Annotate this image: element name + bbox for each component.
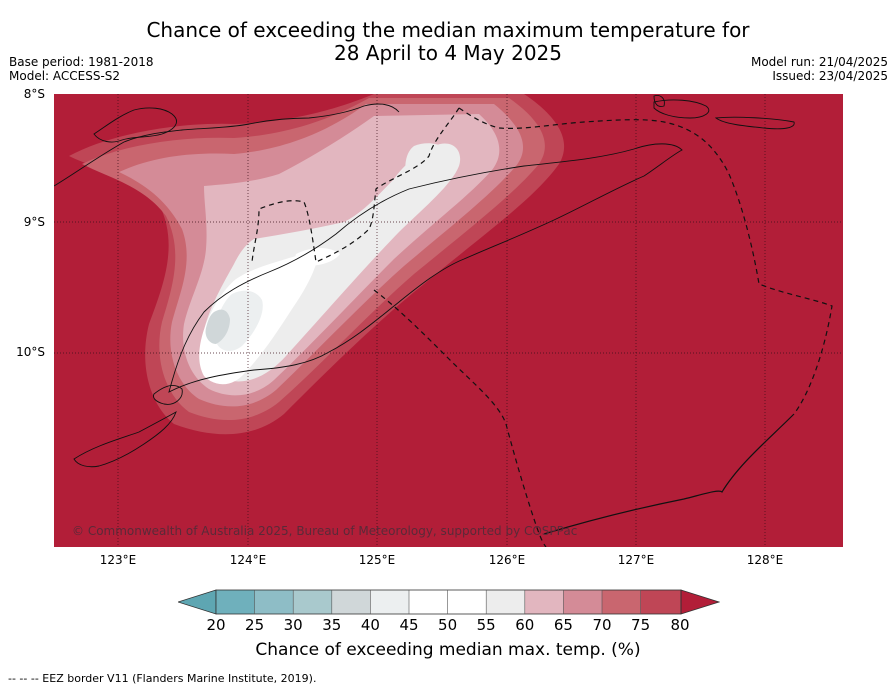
lat-label-8s: 8°S: [23, 87, 45, 101]
colorbar-swatch-55-60: [486, 590, 525, 614]
colorbar-over-arrow: [680, 589, 721, 615]
lon-label-126e: 126°E: [488, 553, 526, 567]
colorbar-swatch-20-25: [216, 590, 255, 614]
map-svg: © Commonwealth of Australia 2025, Bureau…: [54, 94, 843, 547]
inner-highlight-50: [295, 248, 340, 266]
colorbar-tick-25: 25: [245, 616, 265, 634]
eez-border: [251, 107, 833, 547]
meta-left: Base period: 1981-2018 Model: ACCESS-S2: [9, 55, 154, 83]
eez-solid: [543, 413, 795, 535]
colorbar-tick-55: 55: [476, 616, 496, 634]
eez-footnote: -- -- -- EEZ border V11 (Flanders Marine…: [8, 672, 317, 685]
base-period: Base period: 1981-2018: [9, 55, 154, 69]
contour-40: [205, 309, 230, 344]
eez-line-solid-south: [543, 413, 795, 535]
colorbar-dividers: [254, 590, 641, 614]
meta-right: Model run: 21/04/2025 Issued: 23/04/2025: [751, 55, 888, 83]
colorbar-swatch-60-65: [524, 590, 564, 614]
coast-sabu: [73, 411, 177, 468]
colorbar-swatch-25-30: [254, 590, 294, 614]
lon-label-127e: 127°E: [617, 553, 655, 567]
colorbar-tick-30: 30: [283, 616, 303, 634]
colorbar-tick-20: 20: [206, 616, 226, 634]
grid-lines: [54, 94, 843, 547]
colorbar-tick-80: 80: [670, 616, 690, 634]
lat-label-10s: 10°S: [16, 345, 45, 359]
colorbar-swatch-65-70: [563, 590, 602, 614]
colorbar-swatch-30-35: [293, 590, 332, 614]
colorbar-svg: [176, 589, 721, 615]
coast-rote: [153, 384, 183, 405]
coast-islands-top: [93, 107, 177, 143]
colorbar-frame: [215, 589, 682, 615]
colorbar-under-arrow: [176, 589, 217, 615]
coast-small-1: [653, 95, 665, 107]
colorbar-swatch-50-55: [447, 590, 487, 614]
colorbar-swatch-75-80: [640, 590, 681, 614]
coastlines: [54, 95, 795, 468]
title-line-1: Chance of exceeding the median maximum t…: [146, 18, 750, 42]
lon-label-123e: 123°E: [99, 553, 137, 567]
eez-line-west: [251, 107, 460, 263]
colorbar-tick-40: 40: [360, 616, 380, 634]
map-copyright: © Commonwealth of Australia 2025, Bureau…: [72, 524, 577, 538]
colorbar-swatch-40-45: [370, 590, 409, 614]
model-name: Model: ACCESS-S2: [9, 69, 121, 83]
contour-45: [214, 290, 263, 351]
colorbar-tick-70: 70: [592, 616, 612, 634]
lon-label-128e: 128°E: [746, 553, 784, 567]
colorbar-swatch-70-75: [602, 590, 641, 614]
coast-alor-flores: [54, 103, 400, 187]
title-line-2: 28 April to 4 May 2025: [334, 41, 562, 65]
coast-kisar: [714, 116, 795, 130]
colorbar-tick-60: 60: [515, 616, 535, 634]
issued-date: Issued: 23/04/2025: [772, 69, 888, 83]
colorbar-swatch-35-40: [331, 590, 371, 614]
colorbar-label: Chance of exceeding median max. temp. (%…: [255, 640, 641, 660]
colorbar-tick-75: 75: [631, 616, 651, 634]
colorbar-tick-45: 45: [399, 616, 419, 634]
chart-title: Chance of exceeding the median maximum t…: [0, 19, 896, 65]
model-run: Model run: 21/04/2025: [750, 55, 888, 69]
colorbar-tick-65: 65: [553, 616, 573, 634]
lon-label-124e: 124°E: [229, 553, 267, 567]
coast-wetar: [653, 99, 710, 119]
coast-timor: [168, 143, 683, 393]
inner-highlight-55: [405, 143, 453, 194]
colorbar-tick-35: 35: [322, 616, 342, 634]
eez-line-east: [458, 107, 833, 415]
colorbar-swatch-45-50: [409, 590, 448, 614]
colorbar-tick-50: 50: [438, 616, 458, 634]
colorbar: [176, 589, 721, 615]
lon-label-125e: 125°E: [358, 553, 396, 567]
probability-map: © Commonwealth of Australia 2025, Bureau…: [54, 94, 843, 547]
lat-label-9s: 9°S: [23, 215, 45, 229]
